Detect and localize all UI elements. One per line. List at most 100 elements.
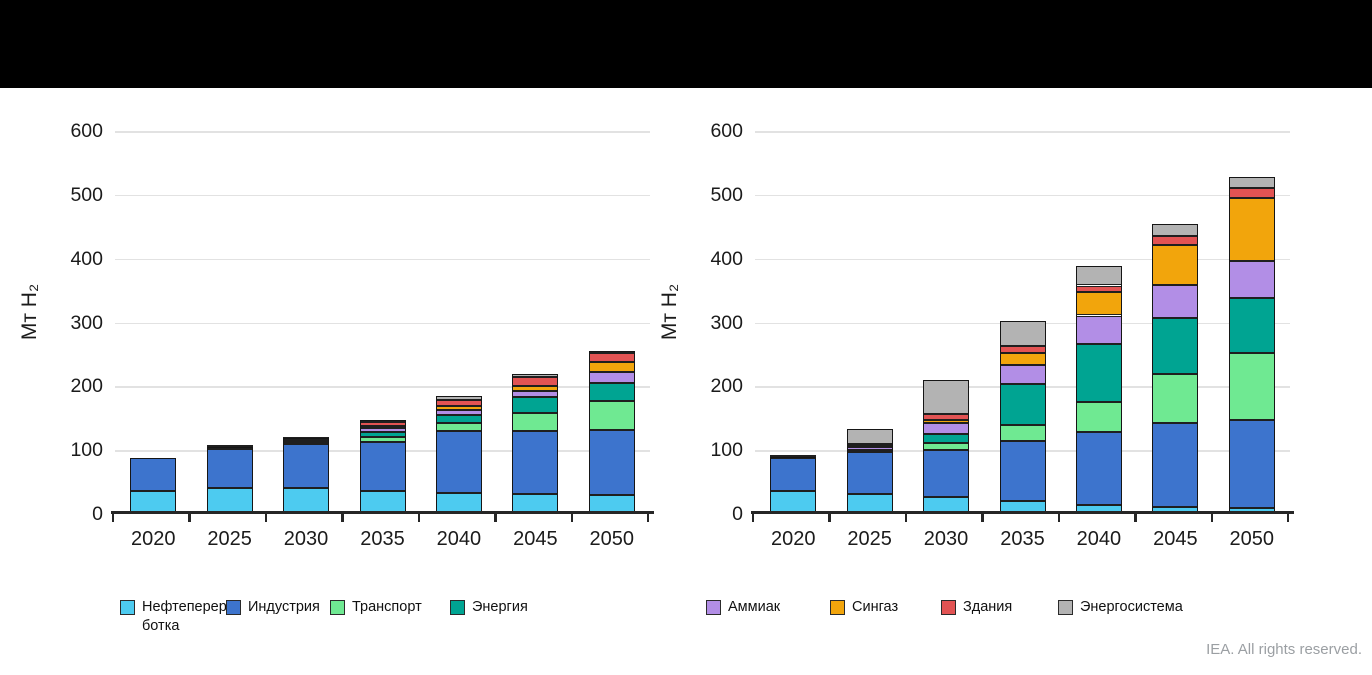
bar-segment-ammonia bbox=[1075, 315, 1122, 345]
bar-segment-ammonia bbox=[435, 409, 482, 416]
y-tick-label: 300 bbox=[70, 311, 103, 334]
bar-segment-grid bbox=[435, 395, 482, 400]
y-tick-label: 400 bbox=[710, 247, 743, 270]
bar-segment-grid bbox=[770, 455, 817, 458]
plot-area bbox=[111, 110, 654, 514]
bar-segment-grid bbox=[999, 320, 1046, 347]
bar-segment-energy bbox=[359, 431, 406, 437]
gridline-400 bbox=[755, 258, 1290, 261]
x-axis-tick bbox=[417, 513, 421, 522]
bar-segment-industry bbox=[283, 443, 330, 489]
bar-segment-industry bbox=[770, 457, 817, 492]
gridline-200 bbox=[115, 386, 650, 388]
bar-segment-industry bbox=[923, 450, 970, 498]
bar-segment-industry bbox=[1228, 420, 1275, 509]
x-axis-line bbox=[751, 511, 1294, 514]
bar-segment-buildings bbox=[512, 376, 559, 386]
gridline-500 bbox=[755, 194, 1290, 197]
bar-segment-energy bbox=[1075, 344, 1122, 402]
y-tick-label: 600 bbox=[710, 120, 743, 142]
x-axis-line bbox=[111, 511, 654, 514]
x-tick-label-2020: 2020 bbox=[130, 528, 176, 550]
x-axis-tick bbox=[264, 513, 268, 522]
bar-segment-industry bbox=[512, 431, 559, 495]
x-axis-tick bbox=[494, 513, 497, 522]
bar-segment-syngas bbox=[1228, 198, 1275, 261]
bar-segment-transport bbox=[588, 401, 635, 430]
legend-item-refining: Нефтеперера ботка bbox=[120, 598, 235, 636]
bar-segment-transport bbox=[1228, 352, 1275, 421]
gridline-600 bbox=[115, 131, 650, 133]
legend-label-industry: Индустрия bbox=[248, 599, 320, 615]
bar-segment-syngas bbox=[999, 352, 1046, 366]
x-tick-label-2030: 2030 bbox=[923, 528, 969, 550]
legend-label-grid: Энергосистема bbox=[1080, 599, 1183, 615]
bar-segment-syngas bbox=[923, 420, 970, 424]
bar-segment-buildings bbox=[359, 422, 406, 426]
bar-segment-refining bbox=[206, 487, 253, 514]
bar-segment-ammonia bbox=[359, 428, 406, 432]
legend-swatch-refining bbox=[120, 600, 135, 615]
legend: Нефтеперера ботка Индустрия Транспорт Энерг… bbox=[0, 598, 1372, 644]
y-axis-title: Мт H₂ bbox=[18, 283, 41, 341]
bar-segment-buildings bbox=[1075, 285, 1122, 292]
bar-2035 bbox=[999, 110, 1046, 514]
x-axis-tick bbox=[1057, 513, 1061, 522]
legend-swatch-transport bbox=[330, 600, 345, 615]
bar-segment-industry bbox=[359, 441, 406, 492]
bar-segment-grid bbox=[923, 379, 970, 414]
x-axis-tick bbox=[647, 513, 650, 522]
bar-segment-industry bbox=[130, 457, 177, 492]
bar-segment-ammonia bbox=[512, 390, 559, 397]
bar-segment-grid bbox=[206, 445, 253, 448]
legend-item-buildings: Здания bbox=[941, 598, 1012, 617]
bar-segment-syngas bbox=[1152, 245, 1199, 285]
x-axis-tick bbox=[752, 513, 755, 522]
bar-2030 bbox=[923, 110, 970, 514]
bar-segment-energy bbox=[1228, 298, 1275, 353]
bar-2035 bbox=[359, 110, 406, 514]
x-axis-tick bbox=[828, 513, 831, 522]
bar-segment-grid bbox=[1152, 223, 1199, 236]
bar-segment-grid bbox=[359, 419, 406, 423]
bar-2030 bbox=[283, 110, 330, 514]
bar-segment-buildings bbox=[999, 346, 1046, 353]
bar-2020 bbox=[130, 110, 177, 514]
x-tick-label-2025: 2025 bbox=[847, 528, 892, 550]
bar-segment-energy bbox=[923, 433, 970, 444]
bar-2025 bbox=[206, 110, 253, 514]
legend-label-buildings: Здания bbox=[963, 599, 1013, 615]
gridline-500 bbox=[115, 194, 650, 197]
bar-2025 bbox=[846, 110, 893, 514]
bar-segment-transport bbox=[435, 422, 482, 432]
legend-swatch-energy bbox=[450, 600, 465, 615]
x-tick-label-2035: 2035 bbox=[360, 528, 405, 550]
bar-segment-energy bbox=[588, 382, 635, 402]
x-axis-tick bbox=[1210, 513, 1213, 522]
bar-segment-transport bbox=[923, 443, 970, 451]
x-tick-label-2035: 2035 bbox=[1000, 528, 1045, 550]
bar-segment-ammonia bbox=[999, 365, 1046, 384]
y-tick-label: 600 bbox=[70, 120, 103, 142]
legend-swatch-grid bbox=[1058, 600, 1073, 615]
x-tick-label-2025: 2025 bbox=[207, 528, 252, 550]
x-tick-label-2050: 2050 bbox=[589, 528, 635, 550]
bar-segment-transport bbox=[283, 441, 330, 444]
x-axis-tick bbox=[904, 513, 908, 522]
bar-segment-buildings bbox=[923, 413, 970, 421]
y-tick-label: 400 bbox=[70, 247, 103, 270]
gridline-600 bbox=[755, 131, 1290, 133]
x-tick-label-2045: 2045 bbox=[513, 528, 558, 550]
bar-segment-industry bbox=[1152, 423, 1199, 507]
x-axis-tick bbox=[1134, 513, 1137, 522]
x-axis-tick bbox=[112, 513, 115, 522]
legend-swatch-syngas bbox=[830, 600, 845, 615]
bar-segment-buildings bbox=[588, 353, 635, 363]
bar-segment-syngas bbox=[588, 362, 635, 372]
legend-swatch-ammonia bbox=[706, 600, 721, 615]
bar-2050 bbox=[588, 110, 635, 514]
gridline-400 bbox=[115, 258, 650, 261]
bar-segment-grid bbox=[588, 351, 635, 354]
bar-segment-syngas bbox=[512, 385, 559, 391]
plot-area bbox=[751, 110, 1294, 514]
